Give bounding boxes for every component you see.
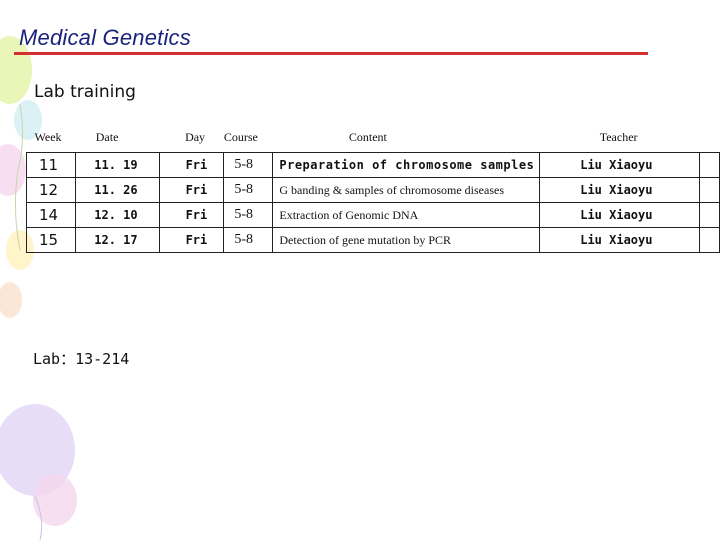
cell-day: Fri (158, 202, 225, 228)
cell-date: 11. 19 (75, 152, 160, 178)
table-row: 11 11. 19 Fri 5-8 Preparation of chromos… (25, 152, 720, 178)
cell-day: Fri (158, 177, 225, 203)
cell-blank (698, 152, 720, 178)
section-subtitle: Lab training (34, 82, 136, 102)
cell-content: G banding & samples of chromosome diseas… (272, 177, 541, 203)
cell-content: Preparation of chromosome samples (272, 152, 541, 178)
cell-week: 11 (25, 152, 77, 178)
lab-room-label: Lab：13-214 (33, 350, 130, 368)
cell-course: 5-8 (223, 202, 274, 228)
column-header-date: Date (95, 129, 119, 144)
cell-day: Fri (158, 152, 225, 178)
cell-teacher: Liu Xiaoyu (539, 202, 700, 228)
cell-date: 12. 17 (75, 227, 160, 253)
cell-day: Fri (158, 227, 225, 253)
cell-teacher: Liu Xiaoyu (539, 152, 700, 178)
lab-schedule-table: Week Date Day Course Content Teacher 11 … (25, 122, 720, 253)
title-underline (14, 52, 648, 55)
column-header-course: Course (223, 129, 258, 144)
column-header-teacher: Teacher (599, 129, 638, 144)
column-header-content: Content (348, 129, 387, 144)
column-header-day: Day (185, 129, 206, 144)
cell-week: 12 (25, 177, 77, 203)
page-title: Medical Genetics (19, 25, 191, 50)
table-header-row: Week Date Day Course Content Teacher (27, 122, 720, 153)
column-header-week: Week (34, 129, 62, 144)
cell-blank (698, 202, 720, 228)
cell-blank (698, 227, 720, 253)
cell-date: 11. 26 (75, 177, 160, 203)
cell-content: Detection of gene mutation by PCR (272, 227, 541, 253)
cell-course: 5-8 (223, 177, 274, 203)
cell-course: 5-8 (223, 152, 274, 178)
cell-content: Extraction of Genomic DNA (272, 202, 541, 228)
column-header-blank (699, 122, 719, 153)
table-row: 14 12. 10 Fri 5-8 Extraction of Genomic … (25, 202, 720, 228)
table-row: 15 12. 17 Fri 5-8 Detection of gene muta… (25, 227, 720, 253)
cell-week: 15 (25, 227, 77, 253)
table-row: 12 11. 26 Fri 5-8 G banding & samples of… (25, 177, 720, 203)
cell-date: 12. 10 (75, 202, 160, 228)
cell-week: 14 (25, 202, 77, 228)
cell-teacher: Liu Xiaoyu (539, 177, 700, 203)
cell-course: 5-8 (223, 227, 274, 253)
balloon-decoration (0, 36, 77, 540)
cell-blank (698, 177, 720, 203)
cell-teacher: Liu Xiaoyu (539, 227, 700, 253)
